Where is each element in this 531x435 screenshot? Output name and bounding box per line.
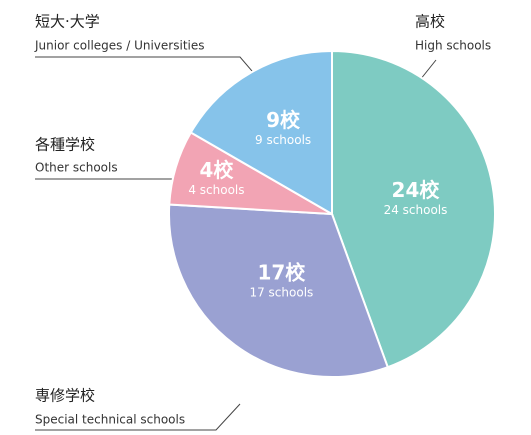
leader-line <box>419 59 437 81</box>
value-label-en: 17 schools <box>249 285 313 299</box>
category-label-en: High schools <box>415 39 491 53</box>
pie-slice <box>331 49 496 369</box>
value-label: 24校 <box>392 178 441 202</box>
category-label: 高校 <box>415 13 445 31</box>
category-label-en: Other schools <box>35 161 118 175</box>
value-label: 4校 <box>199 158 234 182</box>
leader-line <box>35 403 241 431</box>
pie-slice <box>189 49 333 216</box>
category-label: 各種学校 <box>35 136 95 154</box>
leader-line <box>35 56 259 79</box>
value-label-en: 4 schools <box>188 183 244 197</box>
value-label: 9校 <box>266 108 301 132</box>
value-label-en: 9 schools <box>255 133 311 147</box>
value-label-en: 24 schools <box>384 203 448 217</box>
category-label: 短大·大学 <box>35 13 100 31</box>
category-label-en: Special technical schools <box>35 413 185 427</box>
pie-slice <box>168 203 390 378</box>
value-label: 17校 <box>257 260 306 284</box>
category-label: 専修学校 <box>35 387 95 405</box>
category-label-en: Junior colleges / Universities <box>34 39 205 53</box>
